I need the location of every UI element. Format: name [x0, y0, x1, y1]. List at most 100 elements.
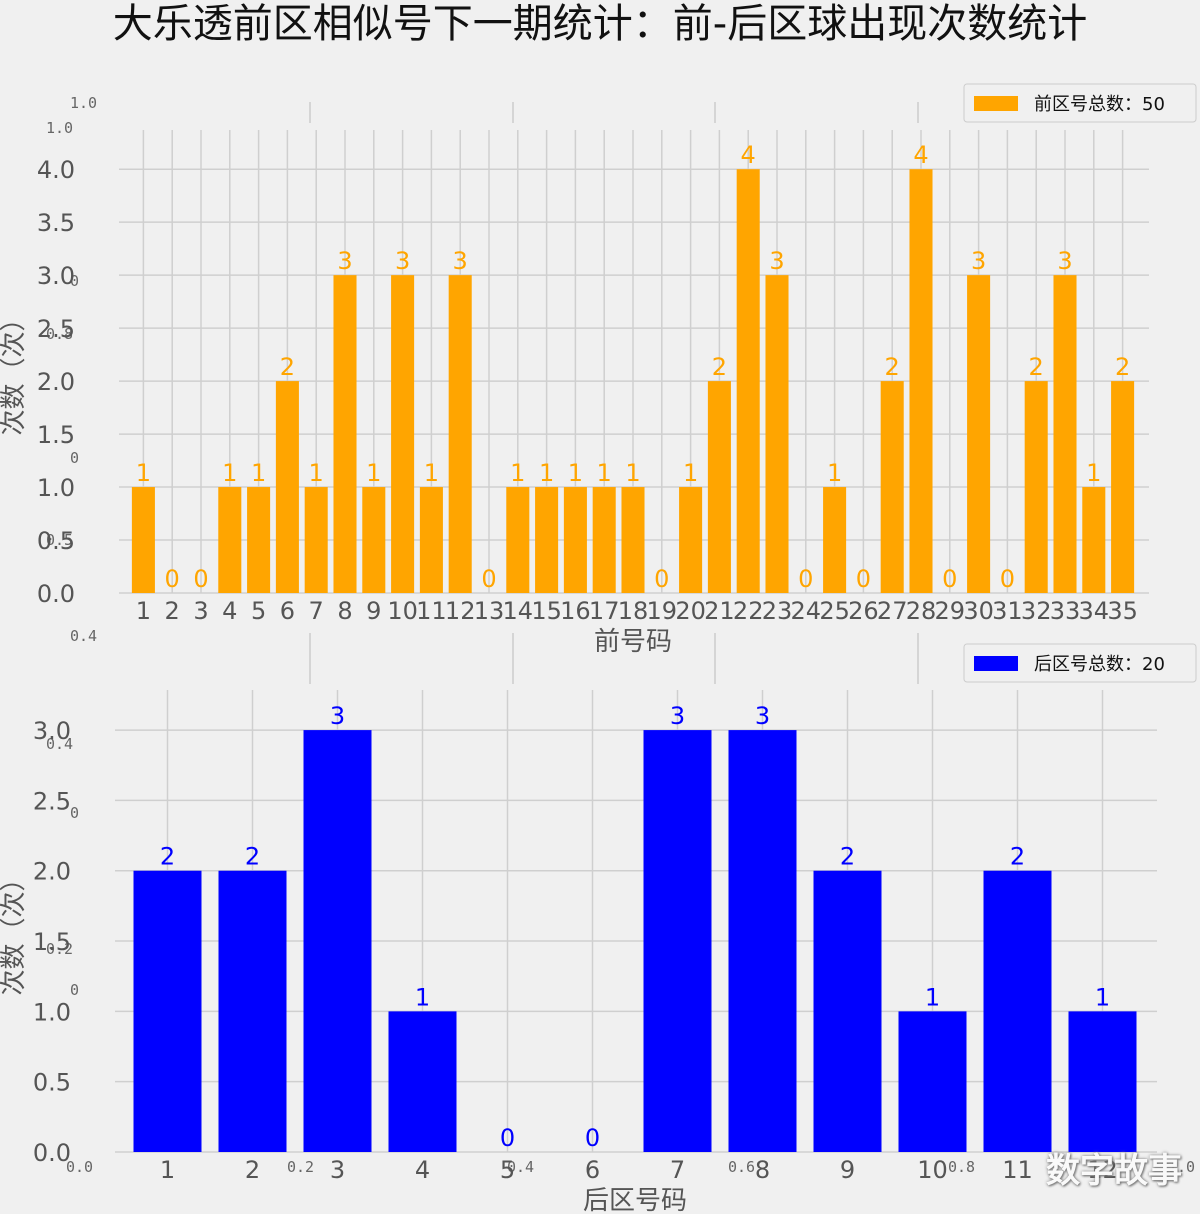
data-label: 1	[683, 459, 698, 487]
stray-tick-label: 0.6	[728, 1158, 755, 1176]
x-tick-label: 18	[618, 597, 649, 625]
data-label: 3	[395, 247, 410, 275]
bar	[967, 275, 991, 593]
stray-tick-label: 0	[70, 272, 79, 290]
data-label: 1	[568, 459, 583, 487]
data-label: 0	[165, 565, 180, 593]
legend-box	[963, 643, 1197, 683]
data-label: 3	[1057, 247, 1072, 275]
data-label: 2	[1029, 353, 1044, 381]
x-tick-label: 35	[1107, 597, 1138, 625]
x-tick-label: 33	[1050, 597, 1081, 625]
x-tick-label: 1	[160, 1156, 175, 1184]
bar	[448, 275, 472, 593]
data-label: 2	[1010, 843, 1025, 871]
bar	[218, 487, 242, 593]
stray-tick-label: 0.4	[507, 1158, 534, 1176]
x-tick-label: 6	[280, 597, 295, 625]
stray-tick-label: 1.0	[70, 94, 97, 112]
data-label: 2	[245, 843, 260, 871]
data-label: 2	[712, 353, 727, 381]
data-label: 1	[222, 459, 237, 487]
x-tick-label: 20	[675, 597, 706, 625]
bar	[909, 169, 933, 593]
x-tick-label: 11	[416, 597, 447, 625]
x-axis-label: 前号码	[594, 627, 672, 657]
data-label: 2	[280, 353, 295, 381]
bar	[1111, 381, 1135, 593]
bar	[736, 169, 760, 593]
y-tick-label: 1.5	[33, 928, 71, 956]
bar	[131, 487, 155, 593]
bar	[304, 487, 328, 593]
bar	[388, 1011, 457, 1152]
data-label: 2	[1115, 353, 1130, 381]
x-axis-label: 后区号码	[583, 1186, 687, 1214]
data-label: 3	[670, 702, 685, 730]
x-tick-label: 9	[840, 1156, 855, 1184]
data-label: 2	[840, 843, 855, 871]
x-tick-label: 24	[791, 597, 822, 625]
figure-title: 大乐透前区相似号下一期统计：前-后区球出现次数统计	[112, 1, 1088, 47]
stray-tick-label: 1.0	[1168, 1158, 1195, 1176]
stray-tick-label: 0	[70, 449, 79, 467]
stray-tick-label: 0.2	[46, 940, 73, 958]
data-label: 3	[330, 702, 345, 730]
x-tick-label: 1	[136, 597, 151, 625]
bar	[419, 487, 443, 593]
data-label: 1	[251, 459, 266, 487]
x-tick-label: 15	[531, 597, 562, 625]
y-tick-label: 0.0	[37, 580, 75, 608]
x-tick-label: 34	[1079, 597, 1110, 625]
data-label: 1	[597, 459, 612, 487]
y-tick-label: 2.5	[37, 315, 75, 343]
bar	[679, 487, 703, 593]
data-label: 1	[539, 459, 554, 487]
bar	[813, 870, 882, 1152]
bar	[218, 870, 287, 1152]
data-label: 0	[481, 565, 496, 593]
y-tick-label: 2.0	[33, 858, 71, 886]
y-tick-label: 1.0	[33, 998, 71, 1026]
y-tick-label: 2.0	[37, 368, 75, 396]
bar	[765, 275, 789, 593]
legend-swatch	[974, 656, 1018, 671]
x-tick-label: 32	[1021, 597, 1052, 625]
data-label: 3	[769, 247, 784, 275]
data-label: 2	[160, 843, 175, 871]
data-label: 1	[625, 459, 640, 487]
bar	[391, 275, 415, 593]
stray-tick-label: 1.0	[46, 119, 73, 137]
x-tick-label: 5	[251, 597, 266, 625]
data-label: 1	[1095, 983, 1110, 1011]
bar	[506, 487, 530, 593]
data-label: 1	[827, 459, 842, 487]
y-tick-label: 0.5	[33, 1069, 71, 1097]
x-tick-label: 21	[704, 597, 735, 625]
bar	[898, 1011, 967, 1152]
y-tick-label: 0.5	[37, 527, 75, 555]
bar	[1024, 381, 1048, 593]
bar	[1082, 487, 1106, 593]
x-tick-label: 10	[387, 597, 418, 625]
x-tick-label: 8	[337, 597, 352, 625]
data-label: 0	[585, 1124, 600, 1152]
x-tick-label: 28	[906, 597, 937, 625]
bar	[247, 487, 271, 593]
stray-tick-label: 0	[70, 804, 79, 822]
x-tick-label: 6	[585, 1156, 600, 1184]
stray-tick-label: 0	[70, 981, 79, 999]
data-label: 1	[925, 983, 940, 1011]
legend-label: 后区号总数：20	[1034, 654, 1165, 675]
x-tick-label: 7	[670, 1156, 685, 1184]
data-label: 0	[500, 1124, 515, 1152]
watermark: 数字故事	[1046, 1151, 1182, 1191]
x-tick-label: 25	[819, 597, 850, 625]
bar	[592, 487, 616, 593]
bar	[303, 730, 372, 1152]
data-label: 1	[366, 459, 381, 487]
stray-tick-label: 0.8	[46, 325, 73, 343]
x-tick-label: 23	[762, 597, 793, 625]
data-label: 3	[337, 247, 352, 275]
